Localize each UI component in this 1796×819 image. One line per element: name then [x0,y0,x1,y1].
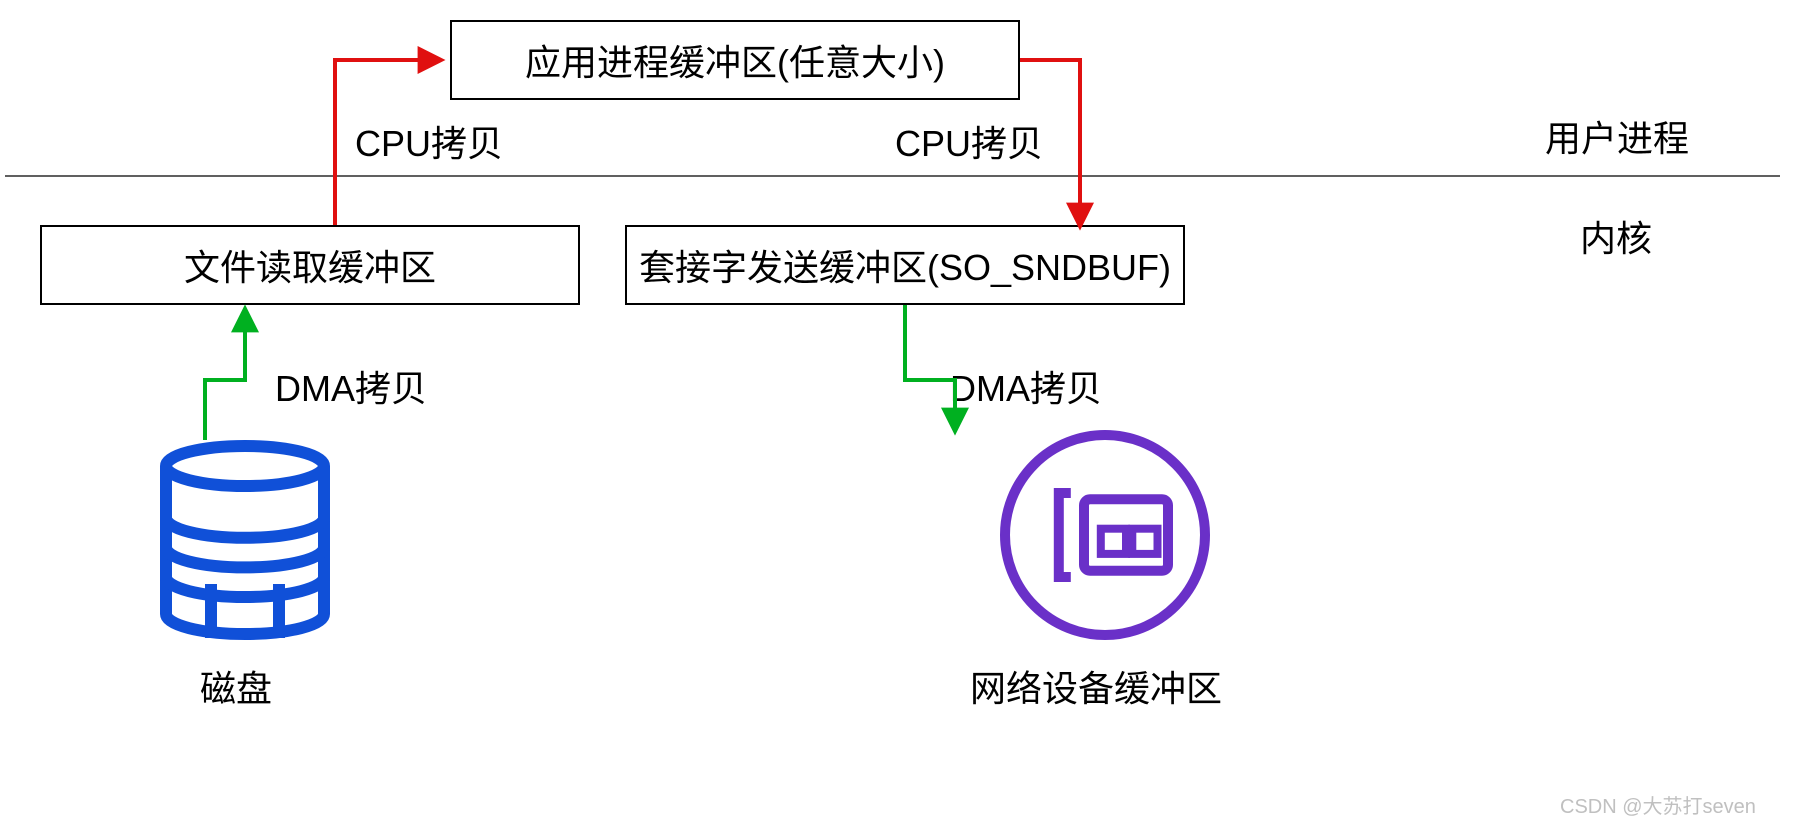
cpu-copy-label-2: CPU拷贝 [895,115,1043,167]
disk-icon [160,440,330,640]
cpu-copy-label-1: CPU拷贝 [355,115,503,167]
network-device-icon [1000,430,1210,640]
user-process-label: 用户进程 [1545,110,1689,162]
file-read-buffer-box: 文件读取缓冲区 [40,225,580,305]
app-buffer-box: 应用进程缓冲区(任意大小) [450,20,1020,100]
socket-send-buffer-label: 套接字发送缓冲区(SO_SNDBUF) [639,239,1171,291]
file-read-buffer-label: 文件读取缓冲区 [184,239,436,291]
dma-copy-label-1: DMA拷贝 [275,360,427,412]
watermark-text: CSDN @大苏打seven [1560,790,1756,819]
app-buffer-label: 应用进程缓冲区(任意大小) [525,34,945,86]
socket-send-buffer-box: 套接字发送缓冲区(SO_SNDBUF) [625,225,1185,305]
network-buffer-label: 网络设备缓冲区 [970,660,1222,712]
kernel-label: 内核 [1580,210,1652,262]
dma-copy-label-2: DMA拷贝 [950,360,1102,412]
region-divider [5,175,1780,177]
disk-label: 磁盘 [200,660,272,712]
